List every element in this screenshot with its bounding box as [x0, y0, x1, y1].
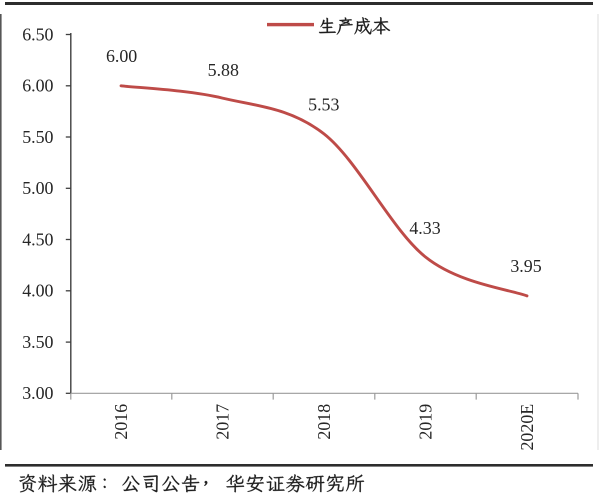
- svg-text:2019: 2019: [415, 404, 435, 440]
- svg-text:3.95: 3.95: [510, 256, 541, 276]
- svg-text:4.50: 4.50: [22, 229, 53, 249]
- svg-text:5.53: 5.53: [308, 94, 339, 114]
- svg-text:4.00: 4.00: [22, 281, 53, 301]
- svg-text:4.33: 4.33: [409, 218, 440, 238]
- svg-text:3.50: 3.50: [22, 332, 53, 352]
- svg-text:2017: 2017: [212, 404, 232, 440]
- svg-text:5.00: 5.00: [22, 178, 53, 198]
- svg-text:6.00: 6.00: [106, 46, 137, 66]
- svg-text:2018: 2018: [314, 404, 334, 440]
- svg-text:2020E: 2020E: [517, 404, 537, 451]
- svg-text:5.88: 5.88: [208, 60, 239, 80]
- svg-text:3.00: 3.00: [22, 383, 53, 403]
- svg-text:6.50: 6.50: [22, 24, 53, 44]
- svg-text:2016: 2016: [111, 404, 131, 440]
- svg-text:6.00: 6.00: [22, 76, 53, 96]
- svg-text:5.50: 5.50: [22, 127, 53, 147]
